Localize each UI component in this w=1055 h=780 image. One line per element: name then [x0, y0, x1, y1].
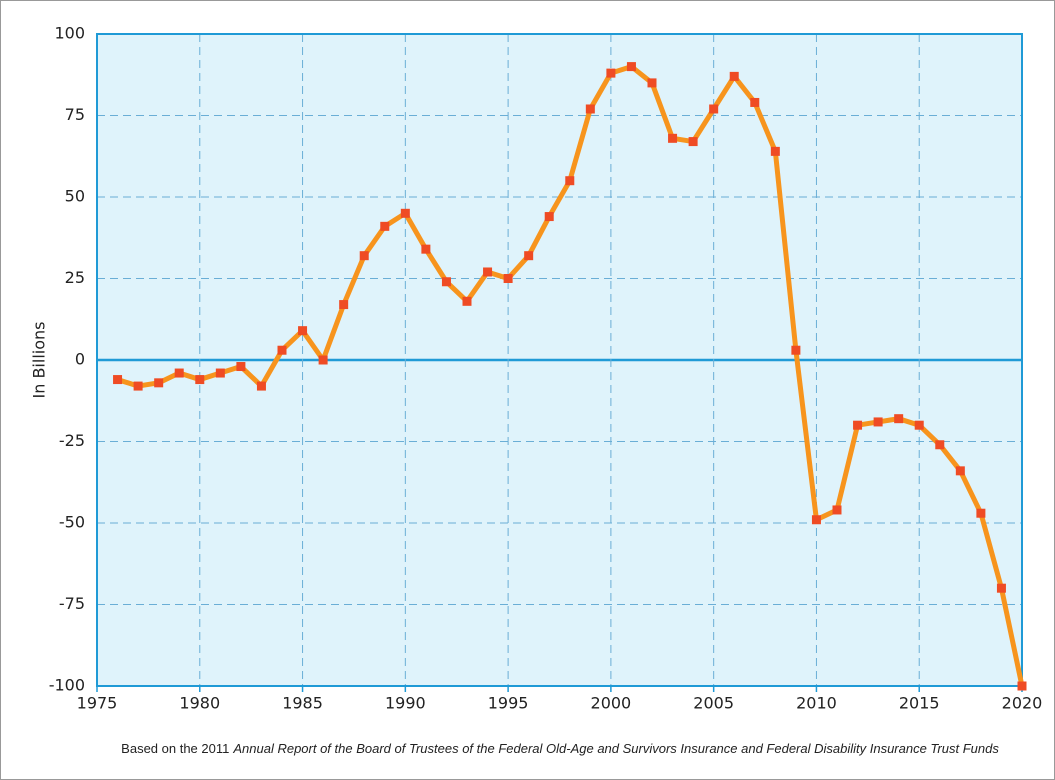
y-tick-label: -50: [59, 513, 85, 532]
y-tick-label: -75: [59, 594, 85, 613]
caption-prefix: Based on the 2011: [121, 741, 229, 756]
data-point: [811, 515, 821, 525]
data-point: [195, 375, 205, 385]
data-point: [462, 296, 472, 306]
y-tick-label: 0: [75, 350, 85, 369]
y-axis-label: In Billions: [30, 322, 49, 399]
data-point: [256, 381, 266, 391]
data-point: [585, 104, 595, 114]
data-point: [688, 137, 698, 147]
data-point: [914, 420, 924, 430]
data-point: [935, 440, 945, 450]
x-tick-label: 2010: [796, 694, 837, 713]
data-point: [400, 208, 410, 218]
data-point: [606, 68, 616, 78]
data-point: [113, 375, 123, 385]
data-point: [832, 505, 842, 515]
data-point: [359, 251, 369, 261]
data-point: [668, 133, 678, 143]
data-point: [524, 251, 534, 261]
data-point: [133, 381, 143, 391]
data-point: [996, 583, 1006, 593]
data-point: [729, 71, 739, 81]
data-point: [380, 221, 390, 231]
data-point: [318, 355, 328, 365]
data-point: [750, 97, 760, 107]
data-point: [853, 420, 863, 430]
data-point: [1017, 681, 1027, 691]
data-point: [483, 267, 493, 277]
data-point: [154, 378, 164, 388]
data-point: [298, 326, 308, 336]
y-tick-label: -100: [49, 676, 85, 695]
data-point: [441, 277, 451, 287]
x-tick-label: 2005: [693, 694, 734, 713]
caption-italic: Annual Report of the Board of Trustees o…: [232, 741, 999, 756]
data-point: [544, 212, 554, 222]
data-point: [174, 368, 184, 378]
data-point: [976, 508, 986, 518]
x-tick-label: 1980: [179, 694, 220, 713]
data-point: [565, 176, 575, 186]
caption: Based on the 2011 Annual Report of the Bo…: [121, 741, 999, 756]
data-point: [770, 146, 780, 156]
y-tick-label: -25: [59, 431, 85, 450]
data-point: [709, 104, 719, 114]
data-point: [626, 62, 636, 72]
y-tick-label: 25: [65, 268, 85, 287]
y-tick-label: 50: [65, 187, 85, 206]
x-tick-label: 2020: [1002, 694, 1043, 713]
data-point: [791, 345, 801, 355]
data-point: [339, 300, 349, 310]
y-tick-label: 100: [54, 24, 85, 43]
y-tick-label: 75: [65, 105, 85, 124]
plot-border: [96, 33, 1023, 687]
x-tick-label: 2000: [591, 694, 632, 713]
data-point: [873, 417, 883, 427]
data-point: [421, 244, 431, 254]
x-tick-label: 1985: [282, 694, 323, 713]
x-tick-label: 1990: [385, 694, 426, 713]
data-point: [647, 78, 657, 88]
data-point: [277, 345, 287, 355]
data-point: [894, 414, 904, 424]
data-point: [955, 466, 965, 476]
data-point: [236, 362, 246, 372]
x-tick-label: 1975: [77, 694, 118, 713]
x-tick-label: 1995: [488, 694, 529, 713]
data-point: [215, 368, 225, 378]
x-tick-label: 2015: [899, 694, 940, 713]
data-point: [503, 274, 513, 283]
